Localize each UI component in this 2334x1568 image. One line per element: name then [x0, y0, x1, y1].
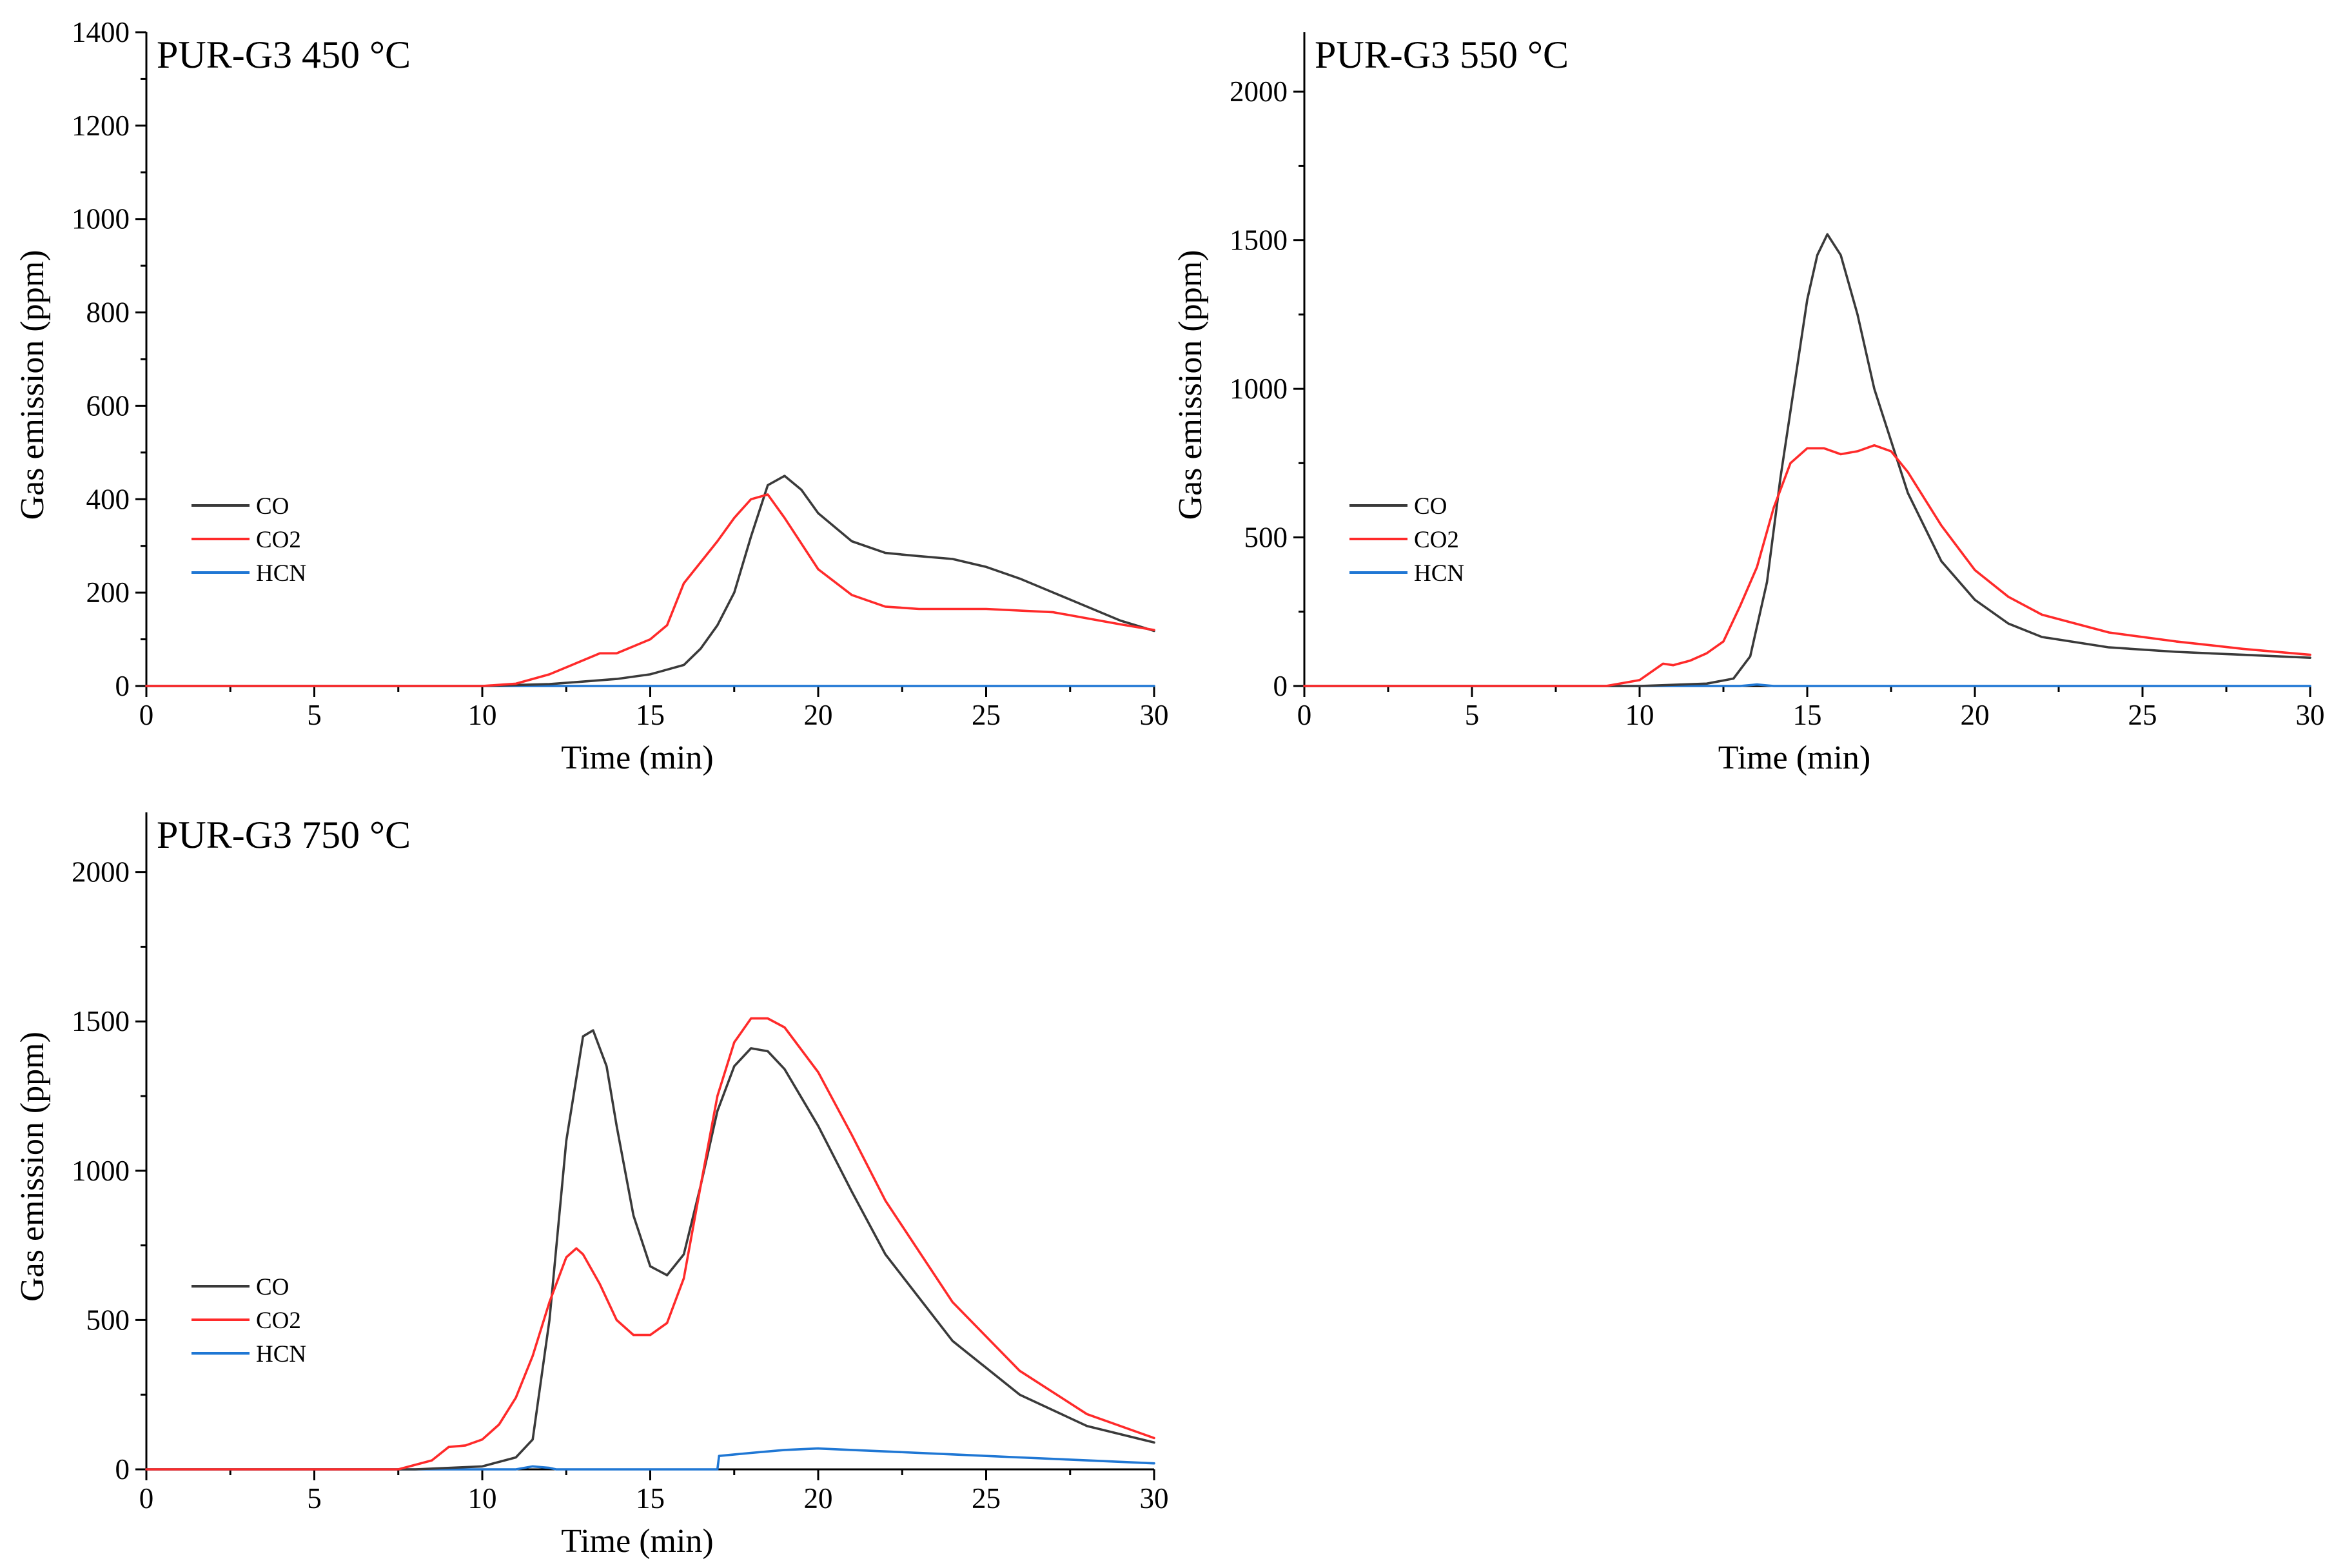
y-axis-title: Gas emission (ppm) [1172, 250, 1209, 520]
y-tick-label: 2000 [72, 856, 130, 888]
y-tick-label: 0 [1273, 670, 1288, 702]
chart-panel-450: 0 5 10 15 20 25 30 0 200 400 600 800 1000 1200 1400 Tim… [14, 16, 1169, 776]
legend-label: HCN [1414, 560, 1464, 587]
panel-title: PUR-G3 750 °C [157, 814, 411, 856]
x-tick-label: 15 [636, 699, 665, 731]
x-tick-label: 15 [1793, 699, 1822, 731]
x-axis-title: Time (min) [561, 740, 713, 776]
y-tick-label: 500 [1244, 522, 1288, 554]
x-tick-label: 0 [139, 1482, 154, 1514]
legend-label: HCN [256, 560, 306, 587]
x-tick-label: 20 [1961, 699, 1990, 731]
y-tick-label: 1200 [72, 110, 130, 142]
x-tick-label: 20 [804, 699, 833, 731]
y-tick-label: 1400 [72, 16, 130, 48]
series-line-co [145, 1029, 1155, 1471]
x-tick-label: 25 [972, 1482, 1001, 1514]
y-tick-label: 1000 [1230, 373, 1288, 405]
series-line-co2 [1303, 444, 2311, 687]
x-tick-label: 25 [2128, 699, 2157, 731]
y-tick-label: 1000 [72, 1155, 130, 1187]
y-tick-label: 0 [115, 1453, 130, 1485]
y-tick-label: 800 [86, 297, 130, 329]
legend-label: HCN [256, 1341, 306, 1367]
panel-title: PUR-G3 550 °C [1315, 34, 1569, 76]
legend-label: CO2 [256, 527, 301, 553]
x-tick-label: 0 [1297, 699, 1312, 731]
x-axis-title: Time (min) [1718, 740, 1870, 776]
x-tick-label: 10 [1625, 699, 1654, 731]
x-tick-label: 5 [1465, 699, 1480, 731]
x-axis-title: Time (min) [561, 1523, 713, 1560]
x-tick-label: 20 [804, 1482, 833, 1514]
chart-panel-750: 0 5 10 15 20 25 30 0 500 1000 1500 2000 Time (min) Ga… [14, 812, 1169, 1560]
series-line-hcn [145, 1447, 1155, 1471]
x-tick-label: 25 [972, 699, 1001, 731]
series-line-co2 [145, 1017, 1155, 1471]
y-axis-title: Gas emission (ppm) [14, 250, 51, 520]
chart-panel-550: 0 5 10 15 20 25 30 0 500 1000 1500 2000 Time (min) Ga… [1172, 32, 2325, 776]
y-tick-label: 500 [86, 1304, 130, 1336]
y-tick-label: 600 [86, 389, 130, 422]
x-tick-label: 30 [2296, 699, 2325, 731]
series-line-co2 [145, 493, 1155, 687]
x-tick-label: 0 [139, 699, 154, 731]
y-tick-label: 1000 [72, 203, 130, 235]
x-tick-label: 5 [307, 699, 322, 731]
x-tick-label: 10 [468, 1482, 497, 1514]
y-tick-label: 1500 [1230, 224, 1288, 257]
x-tick-label: 10 [468, 699, 497, 731]
y-tick-label: 2000 [1230, 75, 1288, 108]
legend-label: CO [256, 493, 289, 520]
x-tick-label: 30 [1140, 699, 1169, 731]
y-tick-label: 400 [86, 483, 130, 515]
x-tick-label: 15 [636, 1482, 665, 1514]
legend-label: CO [256, 1274, 289, 1300]
x-tick-label: 30 [1140, 1482, 1169, 1514]
series-line-co [145, 475, 1155, 687]
legend-label: CO2 [1414, 527, 1459, 553]
y-axis-title: Gas emission (ppm) [14, 1032, 51, 1302]
y-tick-label: 200 [86, 576, 130, 609]
x-tick-label: 5 [307, 1482, 322, 1514]
y-tick-label: 0 [115, 670, 130, 702]
series-line-co [1303, 233, 2311, 687]
y-tick-label: 1500 [72, 1005, 130, 1037]
panel-title: PUR-G3 450 °C [157, 34, 411, 76]
legend-label: CO [1414, 493, 1447, 520]
legend-label: CO2 [256, 1308, 301, 1334]
